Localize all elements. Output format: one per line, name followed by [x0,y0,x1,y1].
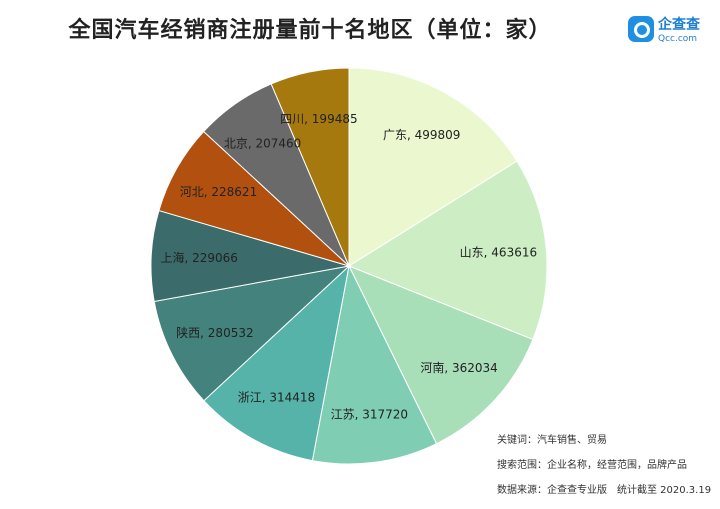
pie-slices [150,67,548,465]
qcc-logo: 企查查 Qcc.com [628,10,716,58]
logo-name: 企查查 [658,17,700,33]
pie-slice-6 [153,265,351,402]
pie-slice-label-9: 北京, 207460 [224,136,301,150]
pie-slice-label-8: 河北, 228621 [180,185,257,199]
pie-slice-label-1: 广东, 499809 [383,128,460,142]
logo-sub: Qcc.com [658,34,698,44]
footnote-scope: 搜索范围：企业名称，经营范围，品牌产品 [497,460,687,471]
footnote-source: 数据来源：企查查专业版 统计截至 2020.3.19 [497,485,712,496]
pie-slice-label-7: 上海, 229066 [160,250,237,265]
pie-slice-3 [347,265,534,445]
pie-slice-label-2: 山东, 463616 [460,246,537,260]
pie-slice-label-10: 四川, 199485 [280,112,357,126]
footnotes: 关键词：汽车销售、贸易 搜索范围：企业名称，经营范围，品牌产品 数据来源：企查查… [497,428,711,503]
pie-slice-2 [347,160,548,341]
chart-title: 全国汽车经销商注册量前十名地区（单位：家） [68,18,552,43]
pie-slice-10 [270,67,350,267]
pie-slice-4 [311,264,438,465]
pie-slice-1 [348,67,518,267]
pie-slice-label-5: 浙江, 314418 [238,390,315,404]
qcc-logo-icon [628,16,654,42]
footnote-keywords: 关键词：汽车销售、贸易 [497,435,607,446]
pie-slice-label-4: 江苏, 317720 [331,408,408,422]
pie-slice-label-3: 河南, 362034 [420,360,497,375]
pie-labels: 广东, 499809 山东, 463616 河南, 362034 江苏, 317720… [160,112,537,422]
pie-slice-5 [203,264,350,462]
pie-slice-label-6: 陕西, 280532 [176,325,253,340]
